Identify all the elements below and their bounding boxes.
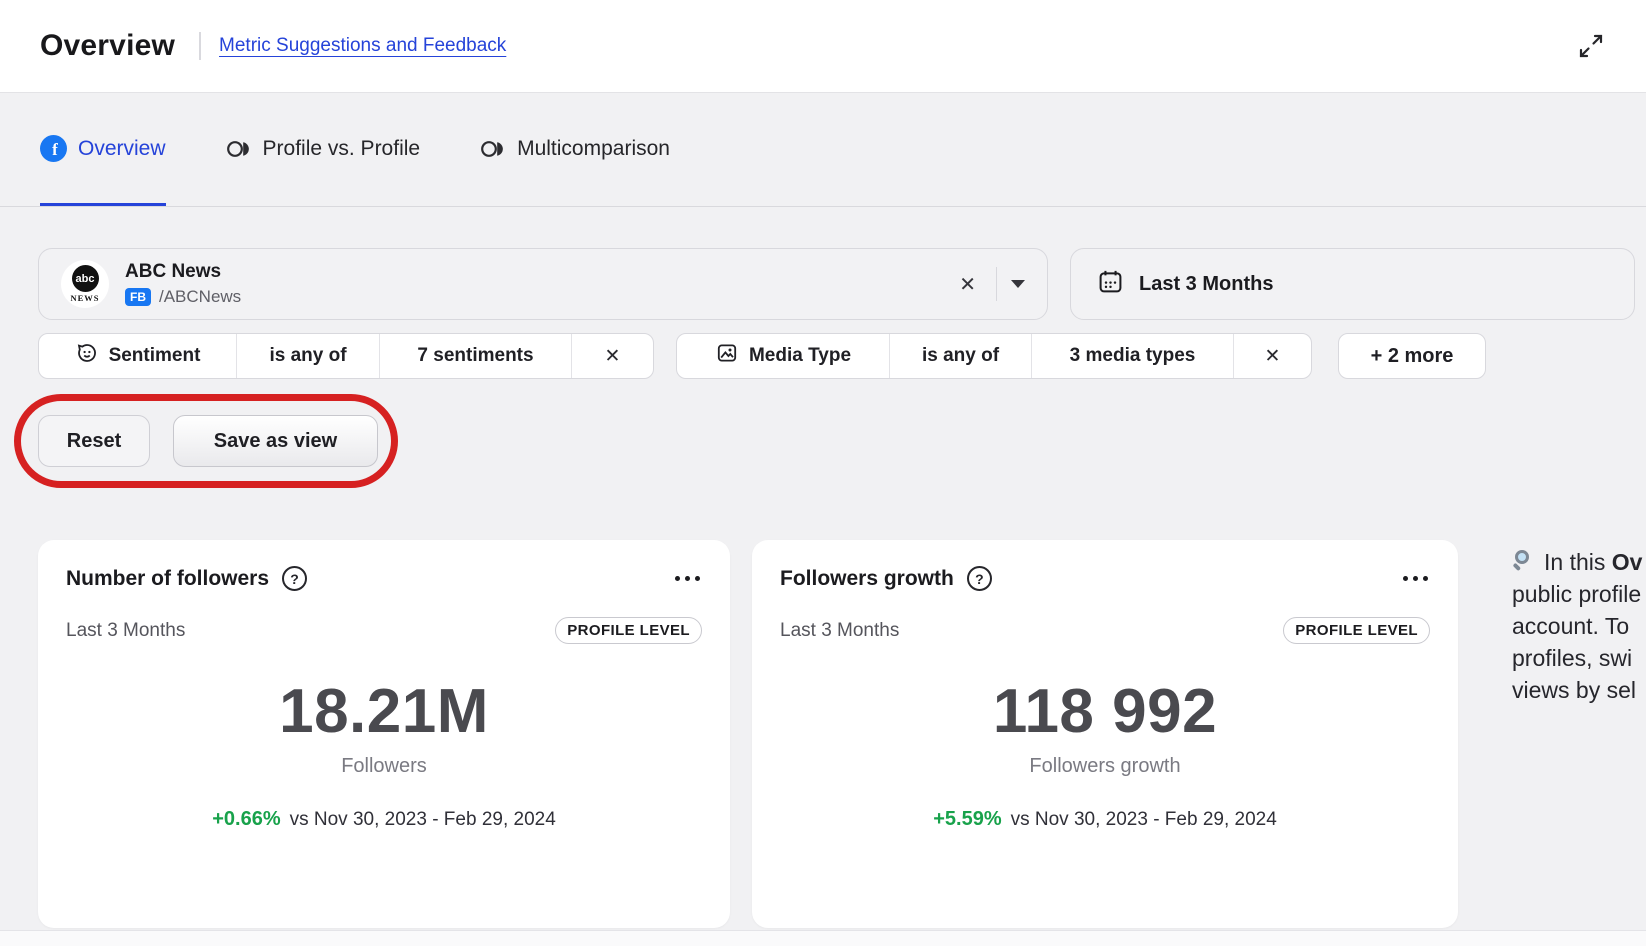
tab-overview[interactable]: f Overview xyxy=(40,94,166,206)
metric-value: 118 992 xyxy=(992,677,1218,746)
metric-card-number-of-followers: Number of followers ? Last 3 Months PROF… xyxy=(38,540,730,928)
comparison-circles-icon xyxy=(226,137,252,161)
remove-filter-icon[interactable]: ✕ xyxy=(571,334,653,378)
card-period: Last 3 Months xyxy=(66,619,186,641)
comparison-circles-icon xyxy=(480,137,506,161)
bottom-band xyxy=(0,930,1646,946)
date-range-picker[interactable]: Last 3 Months xyxy=(1070,248,1635,320)
tab-label: Profile vs. Profile xyxy=(262,136,421,160)
profile-level-badge: PROFILE LEVEL xyxy=(555,617,702,644)
card-menu-icon[interactable] xyxy=(673,570,702,587)
calendar-icon xyxy=(1097,268,1124,300)
tab-bar: f Overview Profile vs. Profile Multico xyxy=(0,94,1646,207)
help-icon[interactable]: ? xyxy=(966,566,992,591)
filter-field-button[interactable]: Media Type xyxy=(677,334,889,378)
delta-value: +0.66% xyxy=(212,808,281,830)
save-as-view-button[interactable]: Save as view xyxy=(173,415,378,467)
filter-value-label: 3 media types xyxy=(1069,345,1196,366)
metric-suggestions-link[interactable]: Metric Suggestions and Feedback xyxy=(219,35,507,56)
expand-icon[interactable] xyxy=(1576,31,1606,61)
help-icon[interactable]: ? xyxy=(282,566,308,591)
comparison-row: +5.59% vs Nov 30, 2023 - Feb 29, 2024 xyxy=(780,808,1430,831)
filter-field-label: Sentiment xyxy=(108,345,201,366)
comparison-period: vs Nov 30, 2023 - Feb 29, 2024 xyxy=(1010,809,1277,830)
remove-filter-icon[interactable]: ✕ xyxy=(1233,334,1311,378)
filter-operator-label: is any of xyxy=(921,345,1000,366)
card-title: Number of followers xyxy=(66,566,270,590)
filter-chip-sentiment: Sentiment is any of 7 sentiments ✕ xyxy=(38,333,654,379)
filter-value-label: 7 sentiments xyxy=(417,345,534,366)
metric-value-label: Followers growth xyxy=(1029,755,1181,777)
facebook-network-badge: FB xyxy=(125,287,151,307)
filter-chip-media-type: Media Type is any of 3 media types ✕ xyxy=(676,333,1312,379)
profile-level-badge: PROFILE LEVEL xyxy=(1283,617,1430,644)
filter-operator-label: is any of xyxy=(269,345,347,366)
filter-value-button[interactable]: 3 media types xyxy=(1031,334,1233,378)
metric-value: 18.21M xyxy=(279,677,489,746)
title-separator xyxy=(199,32,202,60)
more-filters-button[interactable]: + 2 more xyxy=(1338,333,1486,379)
metric-card-followers-growth: Followers growth ? Last 3 Months PROFILE… xyxy=(752,540,1458,928)
card-menu-icon[interactable] xyxy=(1401,570,1430,587)
card-title: Followers growth xyxy=(780,566,954,590)
filter-operator-button[interactable]: is any of xyxy=(889,334,1031,378)
tab-profile-vs-profile[interactable]: Profile vs. Profile xyxy=(226,94,421,206)
profile-text: ABC News FB /ABCNews xyxy=(125,261,241,307)
profile-handle: /ABCNews xyxy=(159,287,242,306)
profile-name: ABC News xyxy=(125,261,222,282)
comparison-period: vs Nov 30, 2023 - Feb 29, 2024 xyxy=(289,809,556,830)
remove-profile-icon[interactable]: ✕ xyxy=(959,273,976,296)
filter-operator-button[interactable]: is any of xyxy=(236,334,379,378)
divider xyxy=(996,267,997,301)
tab-label: Overview xyxy=(78,136,166,160)
profile-selector[interactable]: abc NEWS ABC News FB /ABCNews ✕ xyxy=(38,248,1048,320)
filter-field-button[interactable]: Sentiment xyxy=(39,334,236,378)
metric-value-label: Followers xyxy=(341,755,427,777)
avatar-logo-subtext: NEWS xyxy=(70,293,100,303)
overview-tip-text: In this Ov public profile account. To pr… xyxy=(1512,549,1643,703)
page-title: Overview xyxy=(40,29,176,62)
magnifier-icon xyxy=(1512,549,1536,573)
filter-value-button[interactable]: 7 sentiments xyxy=(379,334,571,378)
page-header: Overview Metric Suggestions and Feedback xyxy=(0,0,1646,93)
filter-field-label: Media Type xyxy=(748,345,852,366)
card-period: Last 3 Months xyxy=(780,619,900,641)
facebook-icon: f xyxy=(40,135,67,162)
comparison-row: +0.66% vs Nov 30, 2023 - Feb 29, 2024 xyxy=(66,808,702,831)
avatar-logo-text: abc xyxy=(71,265,99,292)
media-type-icon xyxy=(715,341,739,371)
date-range-label: Last 3 Months xyxy=(1139,272,1274,295)
reset-button[interactable]: Reset xyxy=(38,415,150,467)
sentiment-icon xyxy=(75,341,99,371)
svg-text:f: f xyxy=(52,140,58,159)
tab-multicomparison[interactable]: Multicomparison xyxy=(480,94,670,206)
delta-value: +5.59% xyxy=(933,808,1002,830)
avatar: abc NEWS xyxy=(61,260,109,308)
tab-label: Multicomparison xyxy=(517,136,670,160)
chevron-down-icon[interactable] xyxy=(1011,280,1025,288)
